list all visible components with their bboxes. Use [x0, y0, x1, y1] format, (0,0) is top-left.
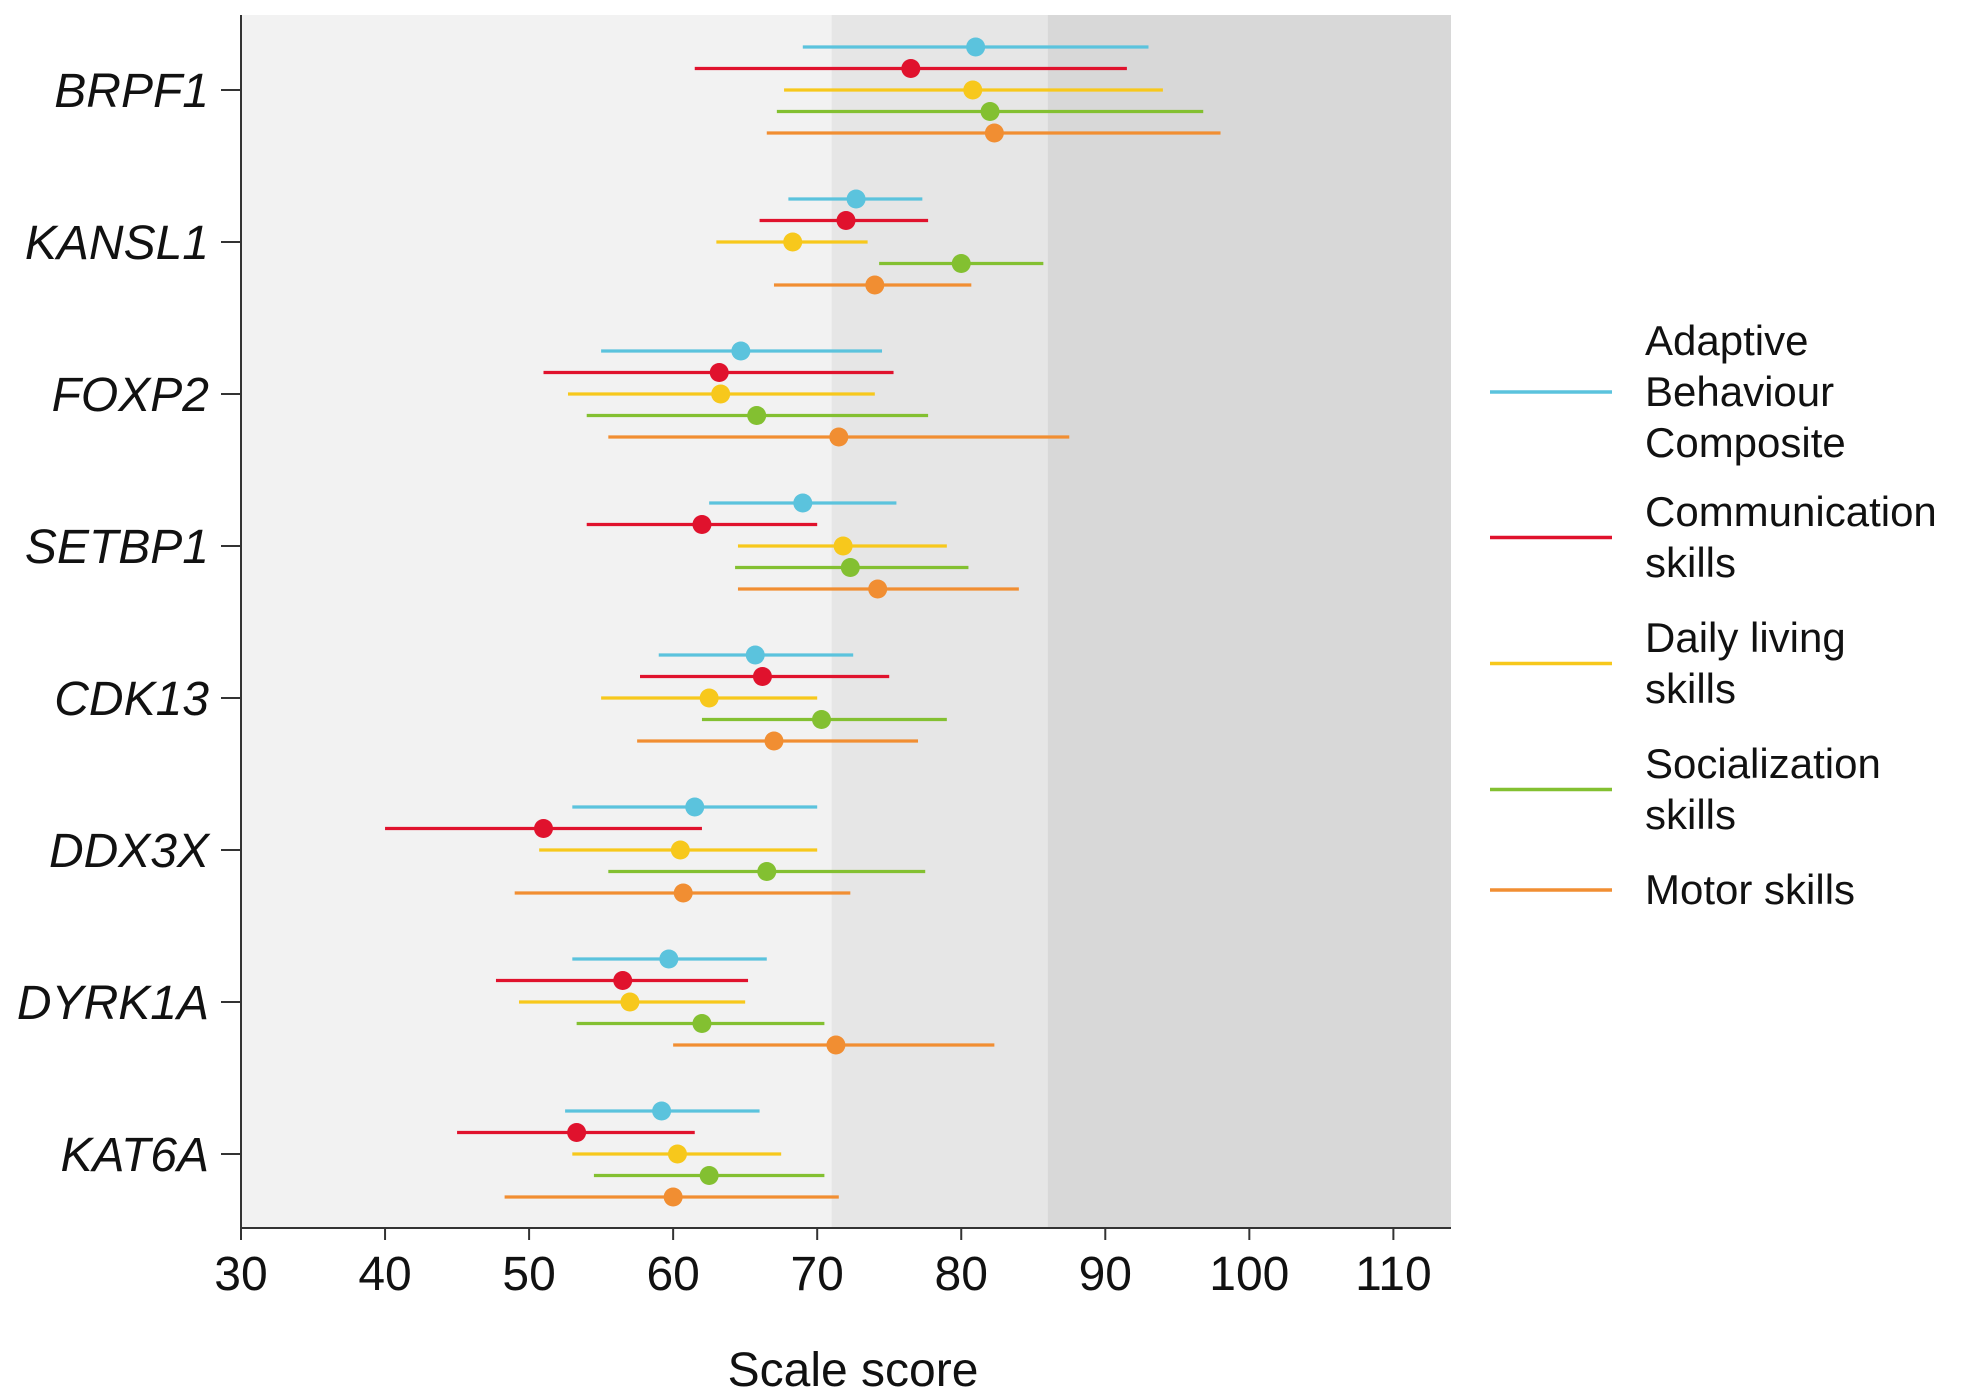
point-adaptive-behaviour-composite-brpf1: [966, 37, 986, 57]
point-motor-skills-cdk13: [764, 731, 784, 751]
series-motor-skills: [504, 123, 1221, 1207]
point-daily-living-skills-cdk13: [699, 688, 719, 708]
point-communication-skills-brpf1: [901, 59, 921, 78]
point-motor-skills-setbp1: [868, 579, 888, 599]
point-adaptive-behaviour-composite-kat6a: [652, 1101, 672, 1121]
y-tick-label-brpf1: BRPF1: [54, 65, 209, 118]
point-daily-living-skills-foxp2: [711, 384, 731, 404]
x-tick-label-100: 100: [1209, 1248, 1289, 1301]
y-tick-label-ddx3x: DDX3X: [49, 825, 211, 878]
point-socialization-skills-kat6a: [699, 1166, 719, 1185]
background-band-2: [1047, 15, 1451, 1228]
x-tick-label-50: 50: [502, 1248, 555, 1301]
legend-label-motor-skills-0: Motor skills: [1645, 866, 1855, 913]
point-adaptive-behaviour-composite-cdk13: [745, 645, 765, 665]
y-tick-label-cdk13: CDK13: [54, 673, 209, 726]
legend: AdaptiveBehaviourCompositeCommunications…: [1490, 317, 1937, 913]
axes: BRPF1 KANSL1 FOXP2 SETBP1 CDK13 DDX3X DYRK1A KA…: [17, 15, 1451, 1301]
legend-label-daily-living-skills-0: Daily living: [1645, 614, 1846, 661]
series-communication-skills: [385, 59, 1127, 1142]
y-tick-label-kat6a: KAT6A: [61, 1129, 210, 1182]
legend-label-adaptive-behaviour-composite-2: Composite: [1645, 419, 1846, 466]
point-adaptive-behaviour-composite-setbp1: [793, 493, 813, 513]
x-tick-label-80: 80: [935, 1248, 988, 1301]
point-socialization-skills-brpf1: [980, 102, 1000, 121]
point-socialization-skills-foxp2: [747, 406, 767, 425]
x-tick-label-40: 40: [358, 1248, 411, 1301]
point-communication-skills-kansl1: [836, 211, 856, 230]
x-axis-label: Scale score: [728, 1344, 979, 1397]
y-tick-label-foxp2: FOXP2: [52, 369, 209, 422]
point-daily-living-skills-brpf1: [963, 80, 983, 100]
point-adaptive-behaviour-composite-kansl1: [846, 189, 866, 209]
point-socialization-skills-cdk13: [812, 710, 832, 729]
x-tick-label-110: 110: [1355, 1248, 1432, 1301]
point-motor-skills-kat6a: [663, 1187, 683, 1207]
point-socialization-skills-ddx3x: [757, 862, 777, 881]
point-motor-skills-foxp2: [829, 427, 849, 447]
legend-label-adaptive-behaviour-composite-0: Adaptive: [1645, 317, 1808, 364]
point-daily-living-skills-setbp1: [833, 536, 853, 556]
legend-entry-motor-skills: Motor skills: [1490, 866, 1855, 913]
point-adaptive-behaviour-composite-foxp2: [731, 341, 751, 361]
y-tick-label-dyrk1a: DYRK1A: [17, 977, 209, 1030]
point-communication-skills-ddx3x: [534, 819, 553, 838]
y-tick-label-setbp1: SETBP1: [25, 521, 209, 574]
point-motor-skills-dyrk1a: [826, 1035, 846, 1055]
point-adaptive-behaviour-composite-dyrk1a: [659, 949, 679, 969]
legend-label-socialization-skills-0: Socialization: [1645, 740, 1881, 787]
point-socialization-skills-dyrk1a: [692, 1014, 712, 1033]
point-motor-skills-kansl1: [865, 275, 885, 295]
point-communication-skills-setbp1: [692, 515, 712, 534]
background-band-1: [831, 15, 1048, 1228]
background-band-0: [241, 15, 832, 1228]
series-adaptive-behaviour-composite: [565, 37, 1149, 1121]
legend-label-communication-skills-0: Communication: [1645, 488, 1937, 535]
point-adaptive-behaviour-composite-ddx3x: [685, 797, 705, 817]
x-tick-label-30: 30: [214, 1248, 267, 1301]
point-daily-living-skills-kat6a: [667, 1144, 687, 1164]
series-daily-living-skills: [519, 80, 1163, 1164]
legend-label-communication-skills-1: skills: [1645, 539, 1736, 586]
point-motor-skills-ddx3x: [673, 883, 693, 903]
legend-label-daily-living-skills-1: skills: [1645, 665, 1736, 712]
x-tick-label-60: 60: [646, 1248, 699, 1301]
series-layer: [385, 37, 1221, 1207]
point-motor-skills-brpf1: [984, 123, 1004, 143]
x-tick-label-70: 70: [790, 1248, 843, 1301]
point-communication-skills-kat6a: [567, 1123, 587, 1142]
legend-label-socialization-skills-1: skills: [1645, 791, 1736, 838]
point-daily-living-skills-ddx3x: [670, 840, 690, 860]
series-socialization-skills: [576, 102, 1204, 1185]
point-communication-skills-dyrk1a: [613, 971, 633, 990]
point-socialization-skills-kansl1: [951, 254, 971, 273]
point-communication-skills-cdk13: [752, 667, 772, 686]
point-communication-skills-foxp2: [709, 363, 729, 382]
background-bands: [241, 15, 1451, 1228]
legend-label-adaptive-behaviour-composite-1: Behaviour: [1645, 368, 1834, 415]
point-daily-living-skills-kansl1: [783, 232, 803, 252]
point-socialization-skills-setbp1: [840, 558, 860, 577]
point-daily-living-skills-dyrk1a: [620, 992, 640, 1012]
x-tick-label-90: 90: [1079, 1248, 1132, 1301]
y-tick-label-kansl1: KANSL1: [25, 217, 209, 270]
